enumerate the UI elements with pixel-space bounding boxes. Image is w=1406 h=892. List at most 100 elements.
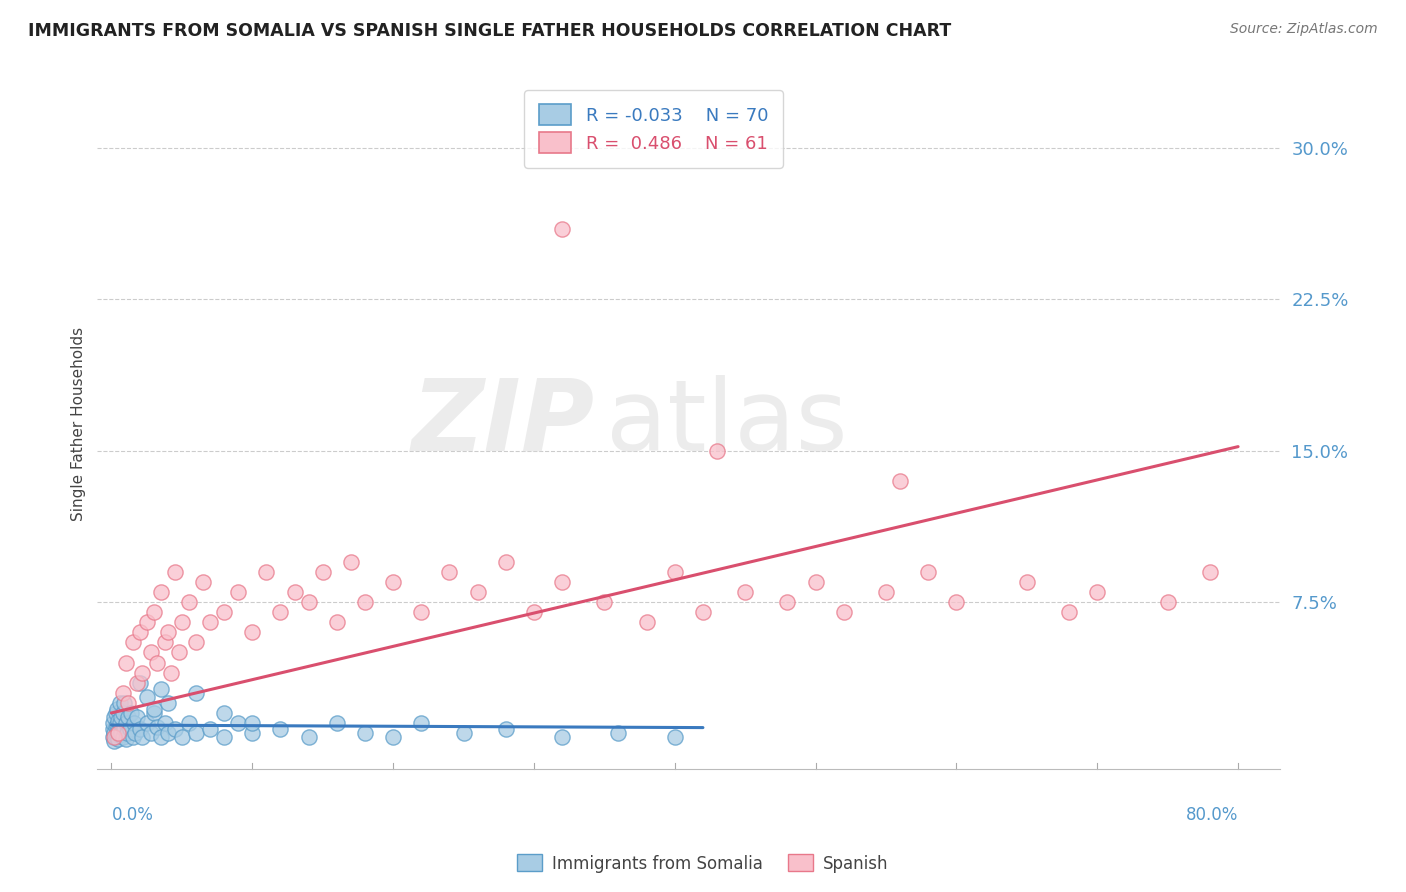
Point — [103, 726, 125, 740]
Point — [128, 722, 150, 736]
Point — [1156, 595, 1178, 609]
Point — [1057, 605, 1080, 619]
Point — [142, 706, 165, 720]
Point — [114, 716, 136, 731]
Point — [103, 734, 125, 748]
Point — [212, 605, 235, 619]
Point — [607, 726, 630, 740]
Point — [411, 605, 433, 619]
Point — [105, 728, 128, 742]
Point — [104, 720, 127, 734]
Point — [191, 574, 214, 589]
Point — [240, 726, 263, 740]
Point — [104, 730, 127, 744]
Point — [269, 722, 291, 736]
Point — [125, 675, 148, 690]
Point — [439, 565, 461, 579]
Text: IMMIGRANTS FROM SOMALIA VS SPANISH SINGLE FATHER HOUSEHOLDS CORRELATION CHART: IMMIGRANTS FROM SOMALIA VS SPANISH SINGL… — [28, 22, 952, 40]
Point — [875, 585, 897, 599]
Point — [593, 595, 616, 609]
Point — [240, 625, 263, 640]
Point — [101, 716, 124, 731]
Point — [112, 696, 135, 710]
Point — [111, 730, 134, 744]
Point — [269, 605, 291, 619]
Point — [110, 726, 132, 740]
Point — [108, 696, 131, 710]
Point — [804, 574, 827, 589]
Point — [111, 706, 134, 720]
Point — [111, 686, 134, 700]
Point — [110, 710, 132, 724]
Legend: Immigrants from Somalia, Spanish: Immigrants from Somalia, Spanish — [510, 847, 896, 880]
Text: 80.0%: 80.0% — [1185, 805, 1239, 823]
Point — [312, 565, 335, 579]
Point — [104, 706, 127, 720]
Text: Source: ZipAtlas.com: Source: ZipAtlas.com — [1230, 22, 1378, 37]
Point — [153, 716, 176, 731]
Point — [706, 443, 728, 458]
Point — [156, 696, 179, 710]
Point — [889, 474, 911, 488]
Point — [117, 710, 139, 724]
Point — [156, 625, 179, 640]
Text: atlas: atlas — [606, 375, 848, 472]
Point — [170, 615, 193, 629]
Point — [254, 565, 277, 579]
Point — [467, 585, 489, 599]
Y-axis label: Single Father Households: Single Father Households — [72, 326, 86, 521]
Point — [382, 730, 405, 744]
Point — [149, 681, 172, 696]
Point — [145, 720, 167, 734]
Point — [163, 565, 186, 579]
Point — [177, 716, 200, 731]
Point — [153, 635, 176, 649]
Point — [184, 635, 207, 649]
Point — [551, 221, 574, 235]
Point — [354, 595, 377, 609]
Point — [326, 716, 349, 731]
Point — [163, 722, 186, 736]
Point — [107, 732, 129, 747]
Point — [340, 555, 363, 569]
Point — [776, 595, 799, 609]
Point — [107, 726, 129, 740]
Point — [212, 706, 235, 720]
Point — [495, 722, 517, 736]
Point — [177, 595, 200, 609]
Point — [135, 615, 157, 629]
Point — [636, 615, 658, 629]
Point — [101, 730, 124, 744]
Point — [159, 665, 181, 680]
Point — [142, 605, 165, 619]
Point — [917, 565, 939, 579]
Point — [121, 635, 143, 649]
Point — [184, 686, 207, 700]
Point — [103, 710, 125, 724]
Point — [198, 722, 221, 736]
Point — [135, 690, 157, 704]
Point — [664, 565, 686, 579]
Point — [125, 710, 148, 724]
Point — [692, 605, 714, 619]
Point — [108, 728, 131, 742]
Point — [1085, 585, 1108, 599]
Point — [1199, 565, 1222, 579]
Point — [156, 726, 179, 740]
Point — [114, 732, 136, 747]
Point — [105, 718, 128, 732]
Point — [131, 665, 153, 680]
Point — [411, 716, 433, 731]
Point — [118, 722, 141, 736]
Point — [115, 726, 138, 740]
Point — [122, 716, 145, 731]
Point — [139, 645, 162, 659]
Point — [198, 615, 221, 629]
Text: 0.0%: 0.0% — [111, 805, 153, 823]
Point — [120, 706, 142, 720]
Point — [139, 726, 162, 740]
Point — [495, 555, 517, 569]
Point — [167, 645, 190, 659]
Point — [226, 585, 249, 599]
Point — [226, 716, 249, 731]
